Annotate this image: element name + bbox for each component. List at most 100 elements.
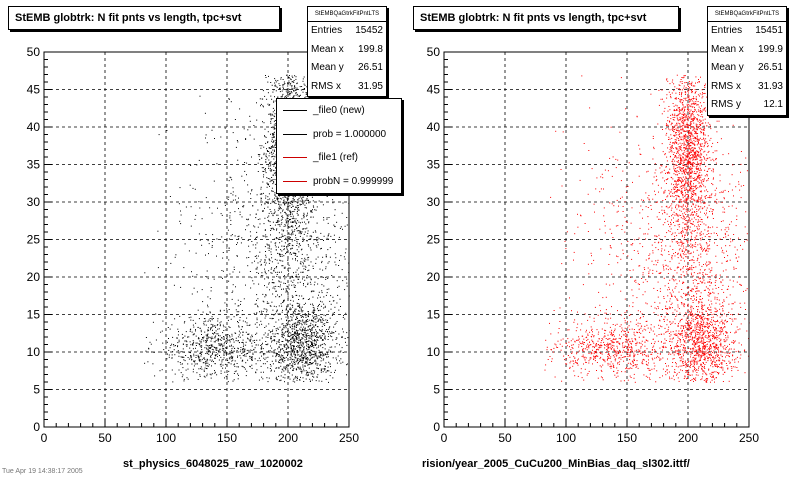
scatter-point xyxy=(312,320,314,322)
scatter-point xyxy=(185,340,187,342)
scatter-point xyxy=(296,294,298,296)
scatter-point xyxy=(310,332,312,334)
scatter-point xyxy=(203,336,205,338)
scatter-point xyxy=(235,286,236,288)
scatter-point xyxy=(190,344,192,346)
scatter-point xyxy=(689,148,690,150)
scatter-point xyxy=(182,356,184,358)
scatter-point xyxy=(298,230,300,231)
scatter-point xyxy=(309,325,311,327)
scatter-point xyxy=(211,360,213,362)
scatter-point xyxy=(289,324,291,326)
x-tick-label: 100 xyxy=(156,431,176,445)
scatter-point xyxy=(273,212,275,214)
scatter-point xyxy=(219,338,221,340)
scatter-point xyxy=(696,136,698,138)
scatter-point xyxy=(229,215,231,217)
scatter-point xyxy=(324,365,326,367)
scatter-point xyxy=(285,288,287,290)
scatter-point xyxy=(249,340,251,342)
scatter-point xyxy=(293,345,295,347)
scatter-point xyxy=(222,270,224,272)
scatter-point xyxy=(280,281,282,283)
scatter-point xyxy=(677,113,679,115)
scatter-point xyxy=(276,352,277,354)
scatter-point xyxy=(665,166,667,168)
scatter-point xyxy=(332,296,334,298)
scatter-point xyxy=(179,187,181,189)
scatter-point xyxy=(700,121,702,122)
scatter-point xyxy=(207,329,209,331)
scatter-point xyxy=(679,85,681,86)
scatter-point xyxy=(317,340,319,341)
scatter-point xyxy=(315,245,317,247)
scatter-point xyxy=(695,76,697,78)
scatter-point xyxy=(319,356,321,358)
scatter-point xyxy=(198,318,200,320)
scatter-point xyxy=(270,338,271,340)
scatter-point xyxy=(318,349,320,351)
scatter-point xyxy=(314,318,316,320)
scatter-point xyxy=(311,311,313,313)
scatter-point xyxy=(270,241,272,243)
scatter-point xyxy=(299,350,301,352)
scatter-point xyxy=(291,218,293,220)
scatter-point xyxy=(296,255,298,257)
scatter-point xyxy=(274,123,276,125)
scatter-point xyxy=(211,129,213,131)
scatter-point xyxy=(215,326,216,328)
scatter-point xyxy=(315,360,317,362)
scatter-point xyxy=(238,311,240,313)
scatter-point xyxy=(289,359,291,361)
scatter-point xyxy=(170,262,172,264)
scatter-point xyxy=(694,200,696,202)
scatter-point xyxy=(312,356,314,358)
scatter-point xyxy=(287,315,288,317)
scatter-point xyxy=(317,374,319,376)
scatter-point xyxy=(183,359,185,361)
scatter-point xyxy=(274,147,276,148)
scatter-point xyxy=(307,373,309,375)
scatter-point xyxy=(710,137,712,139)
scatter-point xyxy=(680,199,682,201)
scatter-point xyxy=(293,80,295,81)
scatter-point xyxy=(336,221,338,223)
scatter-point xyxy=(691,218,693,220)
scatter-point xyxy=(323,240,324,241)
scatter-point xyxy=(297,363,299,365)
scatter-point xyxy=(289,237,291,239)
scatter-point xyxy=(281,215,283,217)
scatter-point xyxy=(341,347,343,349)
scatter-point xyxy=(304,353,306,354)
scatter-point xyxy=(310,370,312,372)
scatter-point xyxy=(295,340,297,342)
scatter-point xyxy=(254,260,255,262)
scatter-point xyxy=(669,172,671,174)
scatter-point xyxy=(310,341,312,343)
scatter-point xyxy=(231,338,232,340)
scatter-point xyxy=(307,259,309,261)
scatter-point xyxy=(685,182,687,184)
scatter-point xyxy=(257,298,259,300)
scatter-point xyxy=(267,333,269,335)
scatter-point xyxy=(257,226,259,228)
scatter-point xyxy=(341,212,343,214)
scatter-point xyxy=(673,196,675,198)
scatter-point xyxy=(214,347,216,348)
scatter-point xyxy=(302,316,304,317)
scatter-point xyxy=(292,350,294,352)
scatter-point xyxy=(277,286,279,287)
scatter-point xyxy=(284,360,286,361)
scatter-point xyxy=(683,149,685,151)
scatter-point xyxy=(218,350,220,352)
legend-item-prob: prob = 1.000000 xyxy=(277,123,401,147)
scatter-point xyxy=(298,295,300,297)
scatter-point xyxy=(289,91,291,93)
scatter-point xyxy=(293,334,295,335)
scatter-point xyxy=(297,335,299,336)
scatter-point xyxy=(275,290,277,292)
scatter-point xyxy=(210,337,212,339)
scatter-point xyxy=(210,323,212,325)
scatter-point xyxy=(318,345,320,347)
scatter-point xyxy=(312,304,314,306)
